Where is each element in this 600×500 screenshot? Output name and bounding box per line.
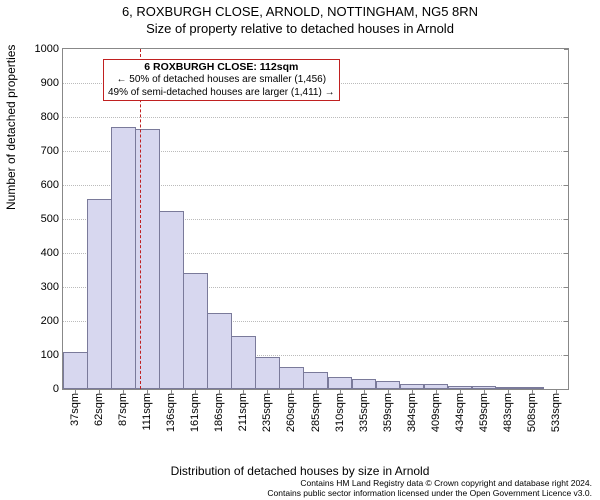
x-tick-label: 384sqm xyxy=(406,393,418,432)
x-tick-mark xyxy=(219,389,220,394)
x-tick-mark xyxy=(412,389,413,394)
x-tick-mark xyxy=(316,389,317,394)
histogram-bar xyxy=(111,127,136,389)
histogram-bar xyxy=(87,199,112,389)
x-tick-mark xyxy=(243,389,244,394)
x-tick-label: 335sqm xyxy=(358,393,370,432)
y-tick-label: 0 xyxy=(53,383,63,395)
histogram-bar xyxy=(159,211,184,390)
y-tick-label: 200 xyxy=(41,315,63,327)
y-tick-mark xyxy=(564,253,569,254)
annotation-line1: 6 ROXBURGH CLOSE: 112sqm xyxy=(108,61,335,74)
x-tick-mark xyxy=(99,389,100,394)
chart-plot-area: 6 ROXBURGH CLOSE: 112sqm ← 50% of detach… xyxy=(62,48,569,390)
y-tick-label: 100 xyxy=(41,349,63,361)
chart-subtitle: Size of property relative to detached ho… xyxy=(0,21,600,36)
x-tick-label: 260sqm xyxy=(285,393,297,432)
y-tick-label: 700 xyxy=(41,145,63,157)
footer-line2: Contains public sector information licen… xyxy=(8,489,592,498)
x-tick-mark xyxy=(388,389,389,394)
y-tick-mark xyxy=(564,49,569,50)
y-tick-mark xyxy=(564,151,569,152)
y-tick-mark xyxy=(564,83,569,84)
x-tick-label: 211sqm xyxy=(237,393,249,431)
histogram-bar xyxy=(231,336,256,389)
x-tick-label: 508sqm xyxy=(526,393,538,432)
y-tick-mark xyxy=(564,117,569,118)
x-tick-mark xyxy=(291,389,292,394)
x-tick-mark xyxy=(123,389,124,394)
x-tick-label: 111sqm xyxy=(141,393,153,431)
histogram-bar xyxy=(376,381,401,390)
y-tick-mark xyxy=(564,389,569,390)
x-tick-mark xyxy=(267,389,268,394)
y-tick-label: 400 xyxy=(41,247,63,259)
y-tick-label: 800 xyxy=(41,111,63,123)
y-axis-label: Number of detached properties xyxy=(4,45,18,210)
y-tick-mark xyxy=(564,355,569,356)
y-tick-mark xyxy=(564,321,569,322)
y-tick-label: 1000 xyxy=(35,43,63,55)
x-tick-mark xyxy=(460,389,461,394)
x-tick-mark xyxy=(364,389,365,394)
x-tick-mark xyxy=(532,389,533,394)
x-tick-label: 37sqm xyxy=(69,393,81,426)
x-tick-label: 161sqm xyxy=(189,393,201,432)
x-tick-mark xyxy=(436,389,437,394)
y-tick-label: 300 xyxy=(41,281,63,293)
histogram-bar xyxy=(255,357,280,389)
y-tick-mark xyxy=(564,219,569,220)
annotation-line2: ← 50% of detached houses are smaller (1,… xyxy=(108,74,335,87)
x-axis-label: Distribution of detached houses by size … xyxy=(0,464,600,478)
histogram-bar xyxy=(279,367,304,389)
y-tick-label: 500 xyxy=(41,213,63,225)
y-tick-label: 900 xyxy=(41,77,63,89)
x-tick-label: 483sqm xyxy=(502,393,514,432)
histogram-bar xyxy=(63,352,88,389)
x-tick-label: 409sqm xyxy=(430,393,442,432)
histogram-bar xyxy=(352,379,377,389)
x-tick-label: 62sqm xyxy=(93,393,105,426)
x-tick-label: 310sqm xyxy=(334,393,346,432)
y-tick-mark xyxy=(564,185,569,186)
histogram-bar xyxy=(303,372,328,389)
x-tick-label: 434sqm xyxy=(454,393,466,432)
chart-title: 6, ROXBURGH CLOSE, ARNOLD, NOTTINGHAM, N… xyxy=(0,0,600,21)
x-tick-label: 459sqm xyxy=(478,393,490,432)
x-tick-mark xyxy=(508,389,509,394)
x-tick-label: 87sqm xyxy=(117,393,129,426)
x-tick-mark xyxy=(340,389,341,394)
x-tick-mark xyxy=(556,389,557,394)
x-tick-label: 359sqm xyxy=(382,393,394,432)
x-tick-label: 235sqm xyxy=(261,393,273,432)
annotation-line3: 49% of semi-detached houses are larger (… xyxy=(108,87,335,100)
x-tick-mark xyxy=(195,389,196,394)
histogram-bar xyxy=(135,129,160,389)
histogram-bar xyxy=(207,313,232,390)
x-tick-label: 136sqm xyxy=(165,393,177,432)
x-tick-label: 533sqm xyxy=(550,393,562,432)
y-tick-label: 600 xyxy=(41,179,63,191)
histogram-bar xyxy=(183,273,208,389)
y-tick-mark xyxy=(564,287,569,288)
x-tick-label: 285sqm xyxy=(310,393,322,432)
footer-attribution: Contains HM Land Registry data © Crown c… xyxy=(8,479,592,498)
x-tick-mark xyxy=(171,389,172,394)
histogram-bar xyxy=(328,377,353,389)
x-tick-mark xyxy=(147,389,148,394)
x-tick-mark xyxy=(484,389,485,394)
x-tick-mark xyxy=(75,389,76,394)
annotation-box: 6 ROXBURGH CLOSE: 112sqm ← 50% of detach… xyxy=(103,59,340,101)
x-tick-label: 186sqm xyxy=(213,393,225,432)
